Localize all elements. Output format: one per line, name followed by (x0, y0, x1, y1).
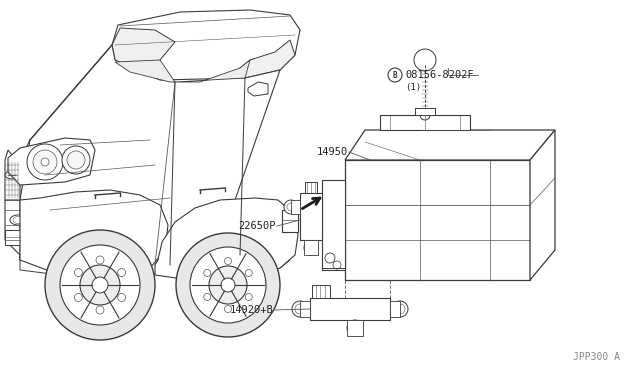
Text: 22650P: 22650P (239, 221, 276, 231)
Circle shape (209, 266, 247, 304)
Circle shape (287, 203, 295, 211)
Polygon shape (345, 130, 555, 160)
Polygon shape (345, 160, 530, 280)
Circle shape (96, 256, 104, 264)
Circle shape (74, 294, 83, 301)
Polygon shape (20, 125, 190, 235)
Polygon shape (300, 193, 322, 240)
Circle shape (27, 144, 63, 180)
Circle shape (33, 150, 57, 174)
Text: B: B (393, 71, 397, 80)
Circle shape (80, 265, 120, 305)
Text: JPP300 A: JPP300 A (573, 352, 620, 362)
Polygon shape (20, 190, 168, 278)
Circle shape (74, 269, 83, 276)
Circle shape (225, 257, 232, 264)
Circle shape (176, 233, 280, 337)
Polygon shape (312, 285, 330, 298)
Polygon shape (390, 301, 400, 317)
Polygon shape (5, 150, 20, 200)
Circle shape (304, 241, 318, 255)
Circle shape (96, 306, 104, 314)
Text: 08156-8202F: 08156-8202F (405, 70, 474, 80)
Circle shape (45, 230, 155, 340)
Polygon shape (5, 200, 20, 255)
Circle shape (190, 247, 266, 323)
Circle shape (307, 244, 315, 252)
Polygon shape (240, 40, 295, 78)
Polygon shape (530, 130, 555, 280)
Circle shape (284, 200, 298, 214)
Polygon shape (112, 10, 300, 82)
Circle shape (350, 323, 360, 333)
Polygon shape (8, 138, 95, 185)
Text: 14950: 14950 (317, 147, 348, 157)
Circle shape (414, 49, 436, 71)
Ellipse shape (10, 215, 26, 225)
Polygon shape (20, 45, 280, 270)
Polygon shape (5, 230, 20, 245)
Circle shape (60, 245, 140, 325)
Circle shape (62, 146, 90, 174)
Text: 14920+B: 14920+B (229, 305, 273, 315)
Circle shape (41, 158, 49, 166)
Polygon shape (112, 28, 175, 72)
Ellipse shape (5, 171, 19, 179)
Circle shape (118, 294, 125, 301)
Polygon shape (304, 240, 318, 255)
Circle shape (347, 320, 363, 336)
Circle shape (333, 261, 341, 269)
Circle shape (295, 304, 305, 314)
Polygon shape (300, 301, 310, 317)
Circle shape (204, 269, 211, 276)
Polygon shape (291, 200, 300, 214)
Circle shape (204, 294, 211, 301)
Circle shape (325, 253, 335, 263)
Text: (1): (1) (405, 83, 421, 92)
Circle shape (292, 301, 308, 317)
Polygon shape (310, 298, 390, 320)
Polygon shape (305, 182, 317, 193)
Polygon shape (155, 198, 298, 282)
Circle shape (245, 269, 252, 276)
Polygon shape (322, 180, 345, 270)
Polygon shape (347, 320, 363, 336)
Circle shape (420, 110, 430, 120)
Circle shape (92, 277, 108, 293)
Polygon shape (248, 82, 268, 96)
Polygon shape (380, 115, 470, 130)
Circle shape (392, 301, 408, 317)
Circle shape (388, 68, 402, 82)
Polygon shape (418, 52, 432, 68)
Circle shape (67, 151, 85, 169)
Polygon shape (175, 60, 250, 82)
Polygon shape (415, 108, 435, 115)
Circle shape (395, 304, 405, 314)
Polygon shape (115, 60, 175, 82)
Circle shape (225, 305, 232, 312)
Circle shape (118, 269, 125, 276)
Circle shape (245, 294, 252, 301)
Circle shape (221, 278, 235, 292)
Polygon shape (20, 255, 290, 275)
Polygon shape (282, 210, 298, 232)
